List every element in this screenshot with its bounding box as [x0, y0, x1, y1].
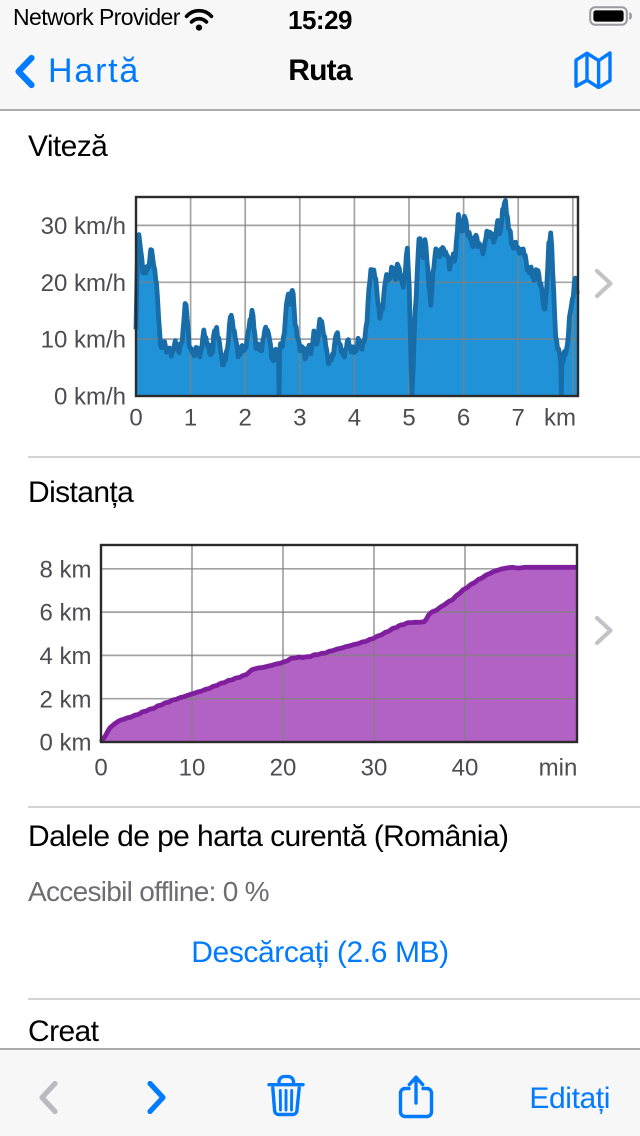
- svg-text:km: km: [544, 405, 576, 432]
- svg-text:4: 4: [348, 405, 361, 432]
- svg-text:30 km/h: 30 km/h: [41, 213, 126, 240]
- svg-text:3: 3: [293, 405, 306, 432]
- svg-text:30: 30: [361, 755, 388, 782]
- svg-text:2: 2: [239, 405, 252, 432]
- svg-text:6 km: 6 km: [39, 600, 91, 627]
- svg-text:0: 0: [94, 755, 107, 782]
- svg-text:1: 1: [184, 405, 197, 432]
- svg-text:0 km: 0 km: [39, 730, 91, 757]
- svg-text:7: 7: [512, 405, 525, 432]
- svg-text:min: min: [539, 755, 578, 782]
- svg-text:8 km: 8 km: [39, 556, 91, 583]
- svg-text:4 km: 4 km: [39, 643, 91, 670]
- svg-text:20: 20: [270, 755, 297, 782]
- svg-text:0 km/h: 0 km/h: [54, 384, 126, 411]
- svg-text:6: 6: [457, 405, 470, 432]
- svg-text:0: 0: [129, 405, 142, 432]
- svg-text:5: 5: [402, 405, 415, 432]
- svg-text:40: 40: [452, 755, 479, 782]
- svg-text:10 km/h: 10 km/h: [41, 327, 126, 354]
- svg-text:10: 10: [179, 755, 206, 782]
- svg-text:20 km/h: 20 km/h: [41, 270, 126, 297]
- svg-text:2 km: 2 km: [39, 686, 91, 713]
